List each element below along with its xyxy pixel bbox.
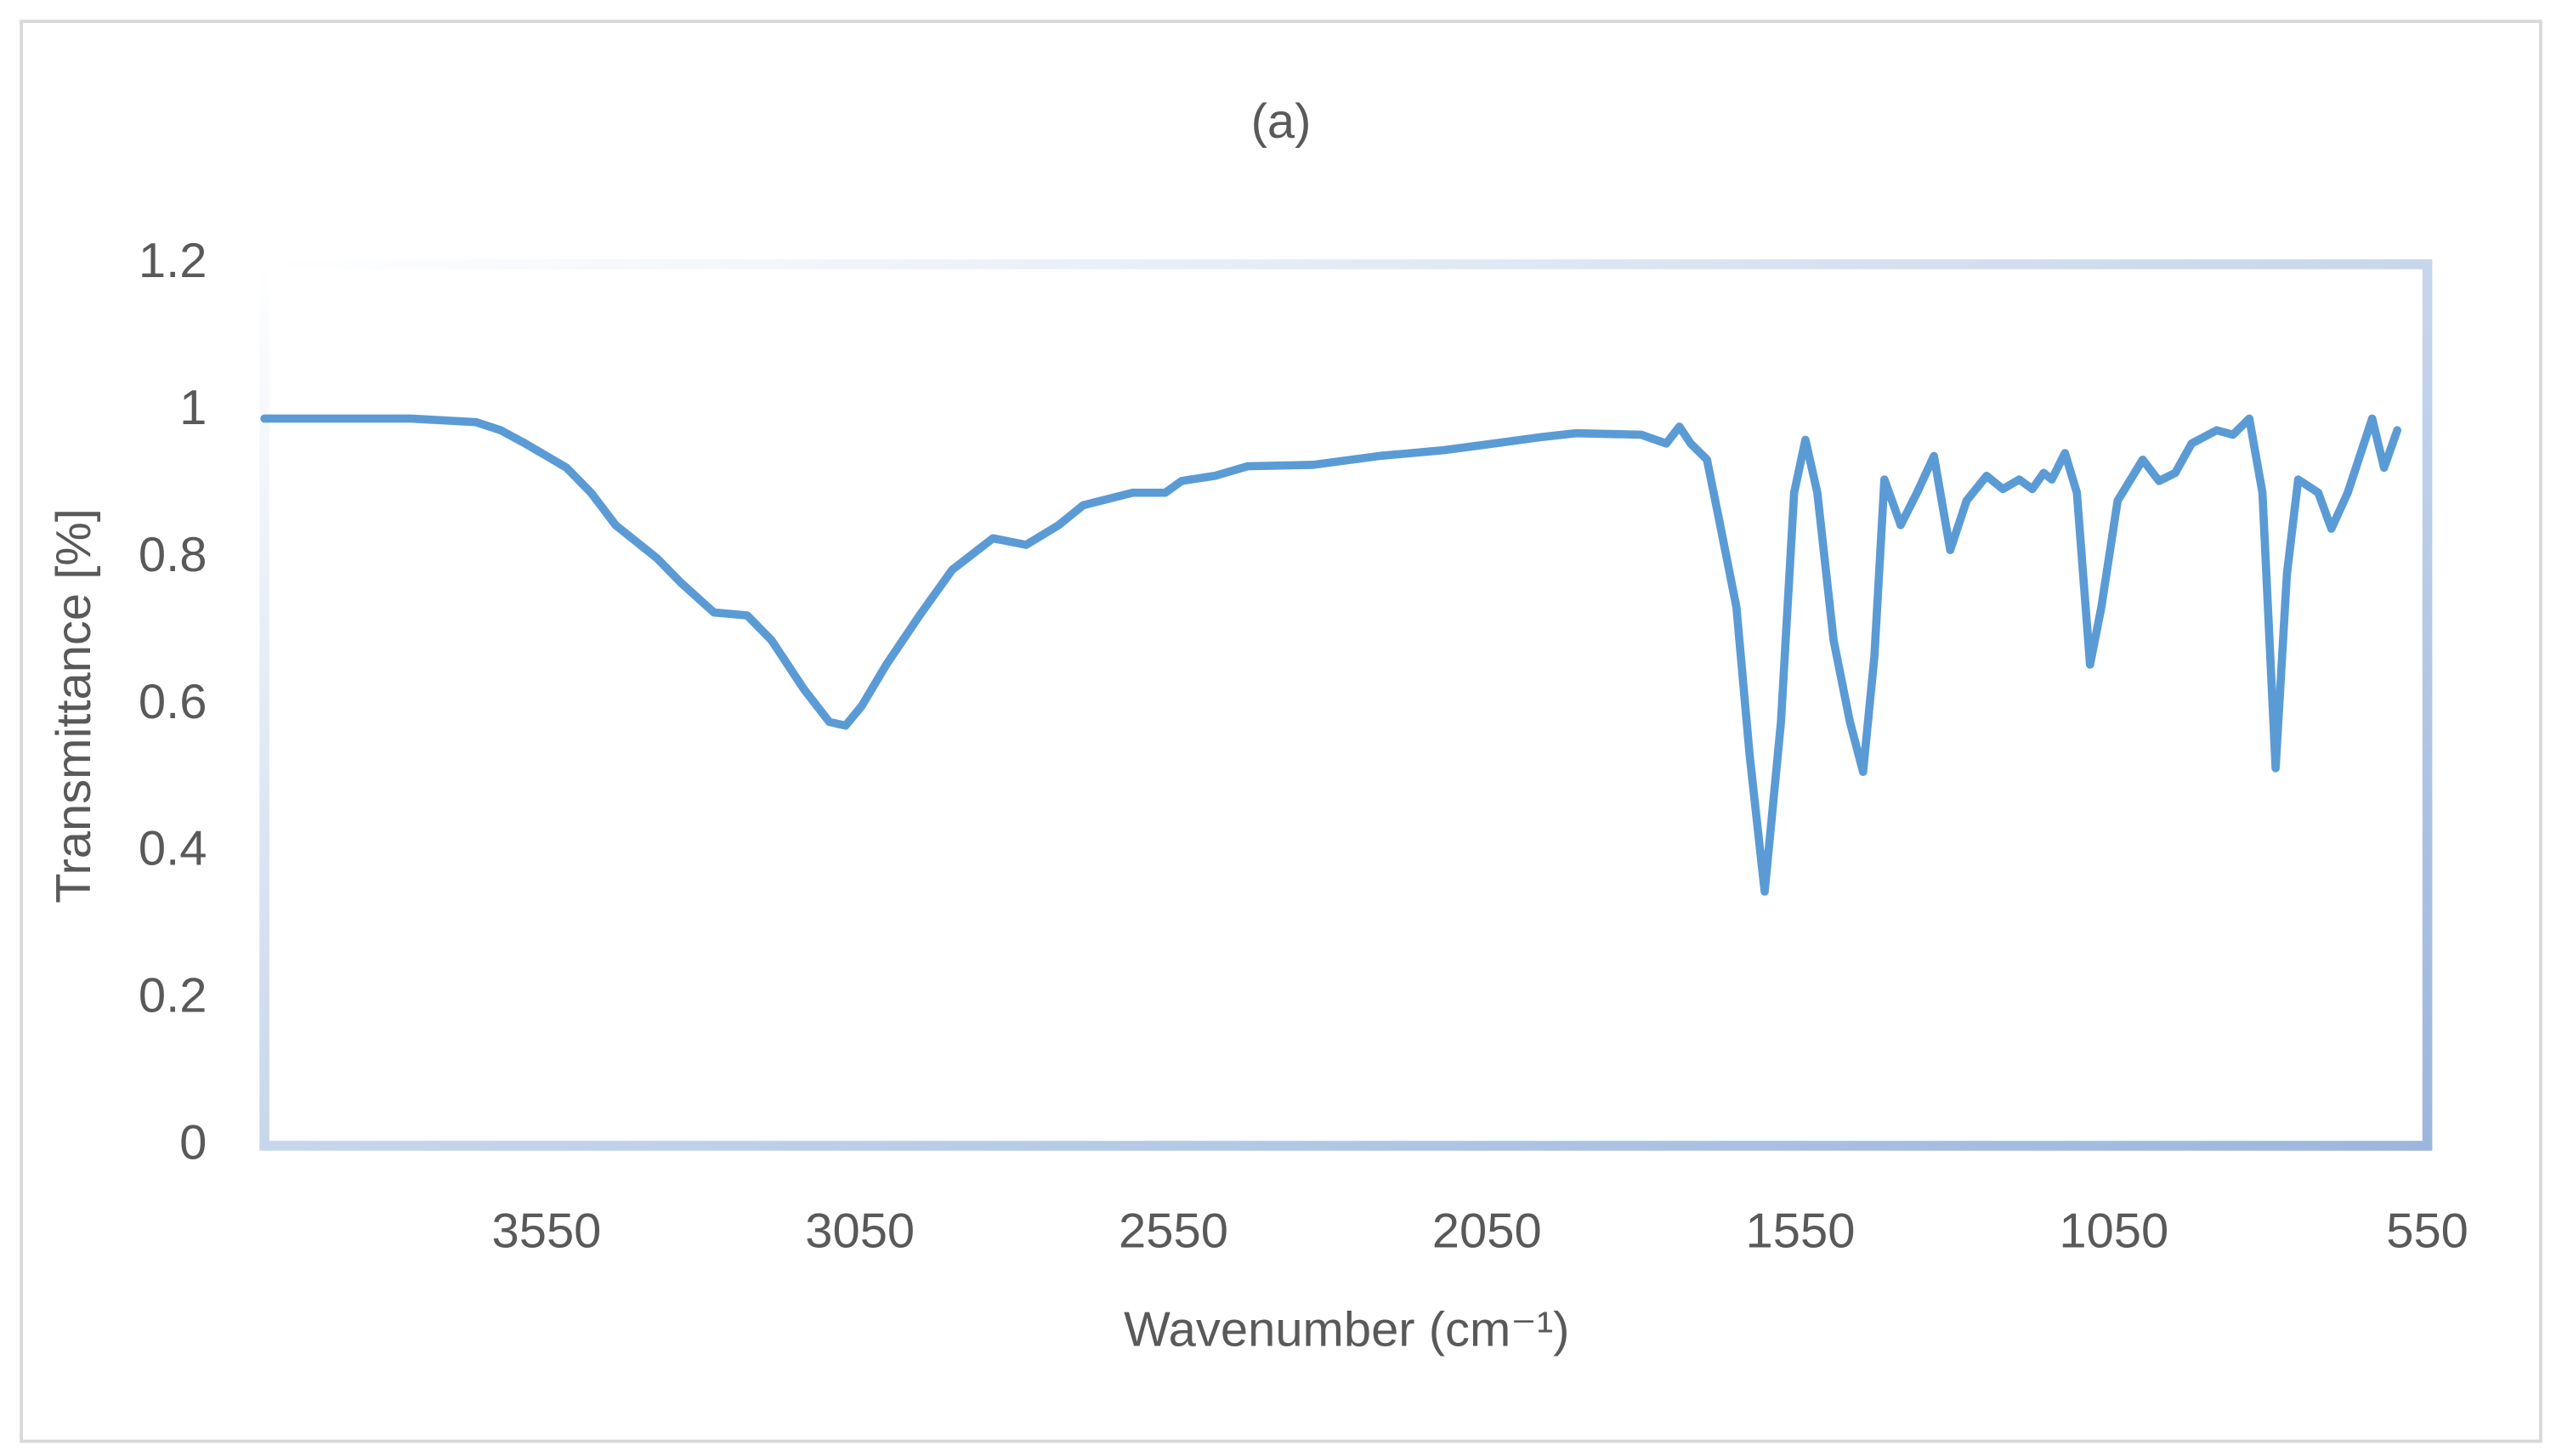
y-tick-label: 0.6 [139, 675, 207, 729]
y-tick-label: 1 [179, 381, 207, 435]
chart-border [20, 20, 2542, 1443]
spectrum-line [260, 414, 2402, 896]
y-tick-label: 0.4 [139, 822, 207, 876]
x-tick-label: 3050 [805, 1204, 915, 1259]
x-tick-label: 1550 [1746, 1204, 1856, 1259]
y-tick-label: 0.2 [139, 968, 207, 1023]
y-tick-label: 0 [179, 1115, 207, 1170]
x-axis-label: Wavenumber (cm⁻¹) [1124, 1302, 1569, 1357]
x-tick-label: 3550 [491, 1204, 601, 1259]
y-axis-label: Transmittance [%] [47, 508, 101, 904]
x-tick-label: 1050 [2059, 1204, 2168, 1259]
x-tick-label: 2050 [1432, 1204, 1542, 1259]
y-tick-label: 1.2 [139, 234, 207, 288]
chart-title: (a) [1251, 94, 1312, 149]
y-tick-label: 0.8 [139, 528, 207, 582]
x-tick-label: 2550 [1119, 1204, 1228, 1259]
plot-frame [259, 259, 2433, 1151]
x-tick-label: 550 [2386, 1204, 2468, 1259]
